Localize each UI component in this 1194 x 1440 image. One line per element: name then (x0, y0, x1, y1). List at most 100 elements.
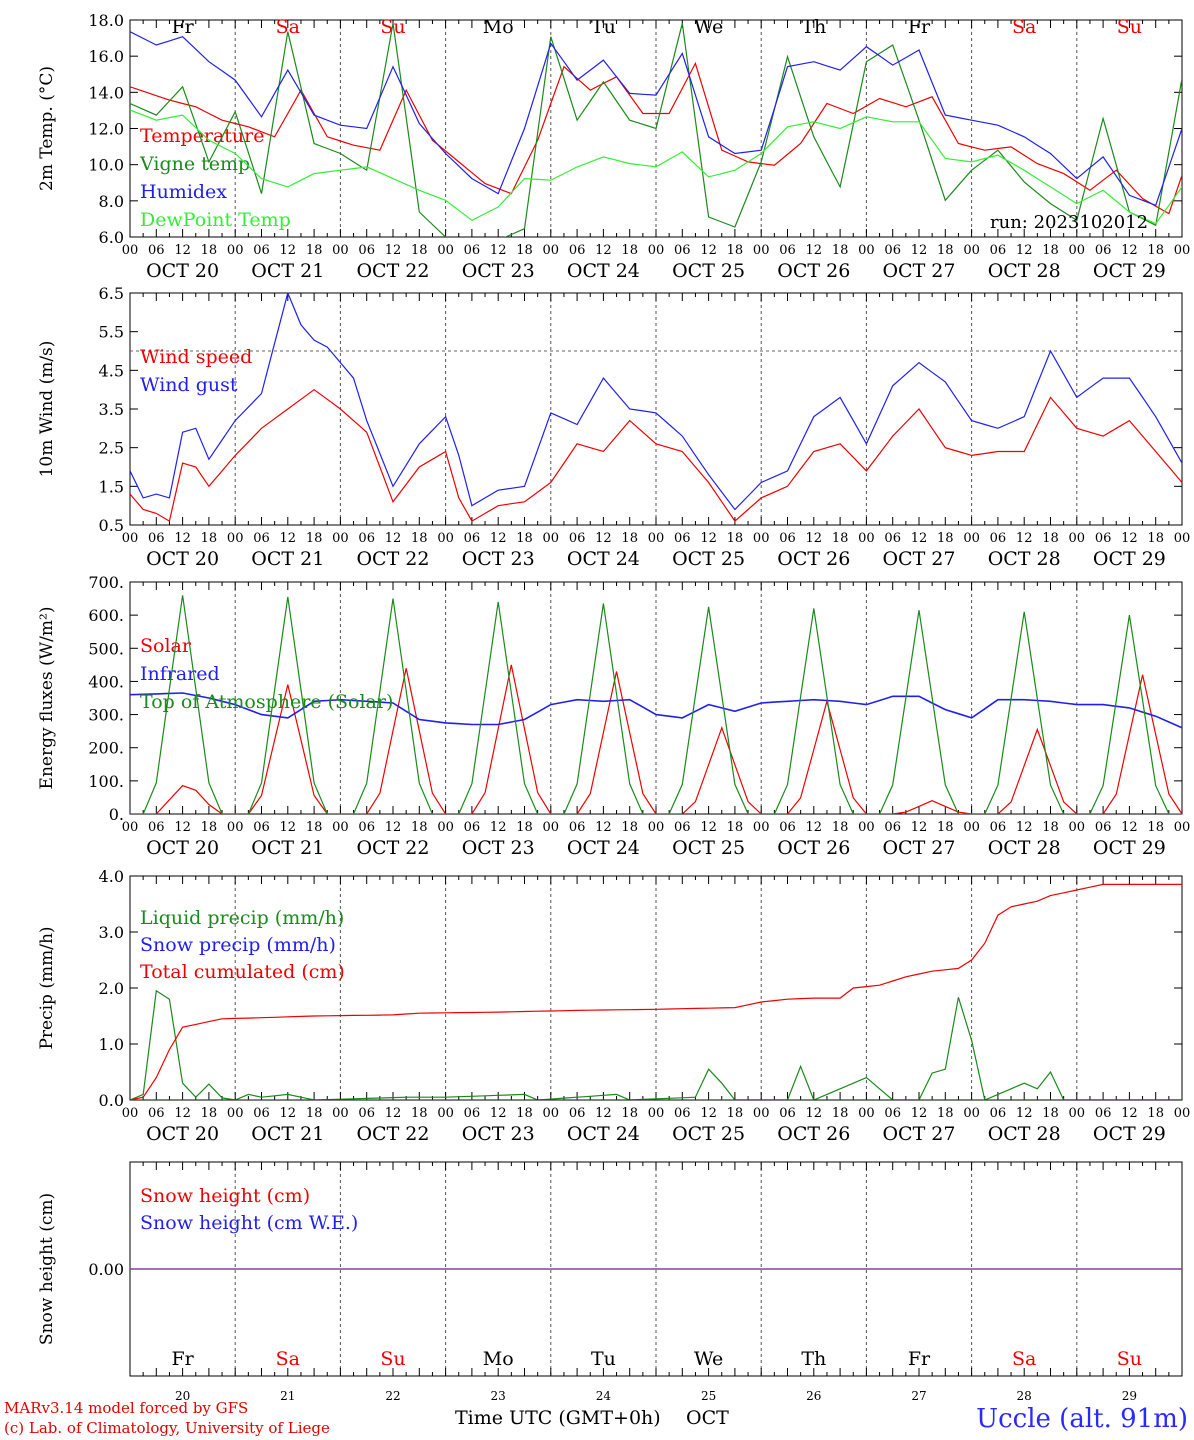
x-date-label: OCT 23 (462, 260, 535, 282)
x-hour-label: 12 (174, 820, 191, 835)
model-credit: MARv3.14 model forced by GFS (4, 1399, 249, 1417)
y-tick-label: 100. (88, 772, 124, 791)
x-hour-label: 00 (753, 243, 770, 258)
x-hour-label: 18 (621, 531, 638, 546)
y-tick-label: 10.0 (88, 156, 124, 175)
series-line-infrared (130, 692, 1182, 729)
x-date-label: OCT 26 (777, 260, 850, 282)
time-axis-label: Time UTC (GMT+0h) (455, 1407, 661, 1429)
x-hour-label: 12 (806, 1106, 823, 1121)
x-date-label: OCT 25 (672, 260, 745, 282)
x-date-label: OCT 28 (988, 260, 1061, 282)
y-axis-label: 2m Temp. (°C) (37, 66, 57, 191)
panel-2: 0.5 1.5 2.5 3.5 4.5 5.5 6.5 10m Wind (m/s) 00 06 1… (37, 284, 1190, 570)
x-hour-label: 06 (779, 531, 796, 546)
x-date-label: OCT 29 (1093, 260, 1166, 282)
x-date-label: OCT 26 (777, 837, 850, 859)
x-date-label: OCT 22 (356, 548, 429, 570)
x-hour-label: 00 (227, 531, 244, 546)
legend-item: Temperature (140, 125, 264, 147)
x-hour-label: 00 (1069, 531, 1086, 546)
x-hour-label: 06 (779, 820, 796, 835)
x-hour-label: 12 (911, 820, 928, 835)
station-label: Uccle (alt. 91m) (976, 1404, 1188, 1434)
x-hour-label: 00 (1069, 243, 1086, 258)
x-hour-label: 06 (1095, 531, 1112, 546)
series-line-temperature (130, 61, 1182, 215)
x-hour-label: 12 (1121, 531, 1138, 546)
x-date-label: OCT 24 (567, 260, 640, 282)
x-hour-label: 18 (516, 243, 533, 258)
x-hour-label: 00 (332, 1106, 349, 1121)
x-date-label: OCT 25 (672, 548, 745, 570)
x-date-label: OCT 29 (1093, 548, 1166, 570)
y-tick-label: 18.0 (88, 11, 124, 30)
x-hour-label: 18 (937, 531, 954, 546)
x-hour-label: 18 (832, 243, 849, 258)
x-hour-label: 06 (1095, 1106, 1112, 1121)
x-hour-label: 18 (516, 1106, 533, 1121)
x-hour-label: 06 (569, 820, 586, 835)
weekday-label: Sa (276, 1348, 300, 1370)
y-tick-label: 200. (88, 739, 124, 758)
x-hour-label: 18 (306, 531, 323, 546)
legend-item: Wind speed (140, 346, 252, 368)
y-tick-label: 3.5 (99, 400, 124, 419)
x-date-label: OCT 27 (882, 260, 955, 282)
x-hour-label: 12 (700, 531, 717, 546)
panel-1: 6.0 8.0 10.0 12.0 14.0 16.0 18.0 2m Temp. (°C) 0… (37, 11, 1190, 282)
x-hour-label: 12 (595, 820, 612, 835)
x-hour-label: 18 (1147, 243, 1164, 258)
legend-item: Humidex (140, 181, 227, 203)
x-hour-label: 06 (990, 243, 1007, 258)
x-hour-label: 12 (280, 243, 297, 258)
x-hour-label: 06 (148, 1106, 165, 1121)
x-hour-label: 00 (543, 531, 560, 546)
x-hour-label: 12 (806, 820, 823, 835)
y-tick-label: 4.5 (99, 361, 124, 380)
x-hour-label: 18 (516, 820, 533, 835)
x-hour-label: 06 (1095, 243, 1112, 258)
x-date-label: OCT 25 (672, 1123, 745, 1145)
x-hour-label: 06 (148, 820, 165, 835)
x-date-label: OCT 22 (356, 260, 429, 282)
x-hour-label: 06 (569, 531, 586, 546)
weekday-label: Su (1117, 1348, 1142, 1370)
x-hour-label: 06 (464, 531, 481, 546)
x-hour-label: 18 (411, 1106, 428, 1121)
x-hour-label: 06 (674, 820, 691, 835)
x-hour-label: 12 (1121, 820, 1138, 835)
x-hour-label: 00 (543, 820, 560, 835)
legend-item: Snow height (cm W.E.) (140, 1212, 358, 1234)
y-tick-label: 300. (88, 706, 124, 725)
x-hour-label: 12 (1016, 531, 1033, 546)
panel-4: 0.0 1.0 2.0 3.0 4.0 Precip (mm/h) 00 06 12 18 OCT … (37, 867, 1190, 1145)
x-hour-label: 06 (884, 1106, 901, 1121)
panel-5: 0.00 Snow height (cm) Fr Sa Su Mo Tu We Th Fr Sa Su… (37, 1161, 1183, 1403)
y-tick-label: 3.0 (99, 923, 124, 942)
series-line-solar (130, 664, 1182, 814)
x-date-label: OCT 22 (356, 1123, 429, 1145)
x-hour-label: 00 (543, 243, 560, 258)
x-hour-label: 00 (437, 531, 454, 546)
y-tick-label: 0.00 (88, 1260, 124, 1279)
x-hour-label: 18 (306, 820, 323, 835)
x-date-label: OCT 20 (146, 548, 219, 570)
x-hour-label: 06 (884, 531, 901, 546)
x-hour-label: 00 (437, 1106, 454, 1121)
x-hour-label: 12 (280, 820, 297, 835)
x-hour-label: 18 (621, 243, 638, 258)
y-tick-label: 6.5 (99, 284, 124, 303)
x-day-number: 24 (596, 1389, 612, 1403)
x-hour-label: 00 (227, 820, 244, 835)
y-tick-label: 0.0 (99, 1091, 124, 1110)
x-hour-label: 12 (806, 531, 823, 546)
panel-3: 0. 100. 200. 300. 400. 500. 600. 700. Energy flu… (37, 573, 1190, 859)
x-hour-label: 12 (385, 820, 402, 835)
y-axis-label: Energy fluxes (W/m²) (37, 607, 57, 790)
x-hour-label: 18 (1042, 820, 1059, 835)
x-date-label: OCT 23 (462, 548, 535, 570)
x-date-label: OCT 20 (146, 260, 219, 282)
x-hour-label: 06 (884, 820, 901, 835)
x-date-label: OCT 28 (988, 837, 1061, 859)
